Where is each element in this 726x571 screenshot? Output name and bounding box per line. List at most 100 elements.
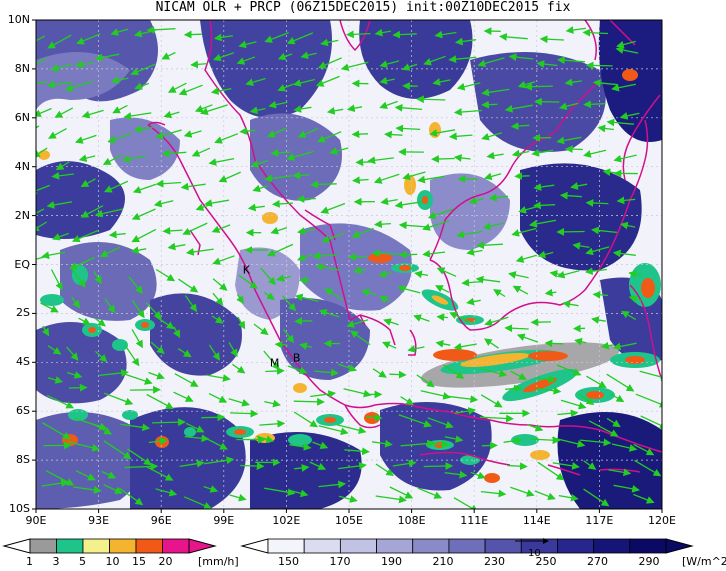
wind-vector	[36, 208, 45, 218]
wind-vector	[75, 470, 96, 481]
wind-vector	[616, 40, 636, 49]
wind-vector	[50, 269, 63, 291]
wind-vector	[488, 193, 509, 202]
wind-vector	[533, 201, 556, 210]
wind-vector	[274, 340, 288, 349]
wind-vector	[47, 34, 72, 49]
wind-vector	[172, 326, 181, 339]
wind-vector	[423, 55, 446, 66]
wind-vector	[239, 127, 256, 136]
wind-vector	[556, 227, 585, 236]
place-labels: K M B	[243, 263, 301, 369]
wind-vector	[155, 268, 176, 282]
lon-tick-label: 99E	[213, 514, 235, 527]
wind-vector	[238, 40, 257, 49]
wind-vector	[619, 112, 640, 120]
wind-vector	[124, 345, 140, 367]
wind-vector	[310, 390, 337, 398]
wind-vector	[536, 60, 558, 68]
lat-tick-label: 8S	[16, 453, 30, 467]
wind-vector	[588, 420, 619, 437]
wind-vector	[268, 100, 288, 109]
wind-vector	[565, 145, 583, 154]
lon-tick-label: 102E	[272, 514, 301, 527]
wind-vector	[468, 196, 484, 205]
wind-vector	[375, 495, 407, 504]
wind-vector	[277, 52, 293, 61]
wind-vectors	[36, 25, 662, 509]
wind-vector	[530, 436, 561, 445]
wind-vector	[309, 461, 327, 470]
lon-tick-label: 93E	[88, 514, 110, 527]
wind-vector	[470, 471, 486, 480]
wind-vector	[344, 447, 370, 456]
wind-vector	[289, 442, 312, 451]
wind-vector	[238, 274, 258, 289]
wind-vector	[76, 33, 101, 45]
wind-vector	[185, 422, 205, 433]
wind-vector	[145, 302, 162, 320]
wind-vector	[286, 32, 314, 45]
wind-vector	[355, 158, 374, 167]
wind-vector	[270, 226, 288, 235]
wind-vector	[228, 398, 250, 407]
wind-vector	[585, 61, 613, 70]
wind-vector	[534, 490, 556, 500]
lon-tick-label: 117E	[585, 514, 614, 527]
wind-vector	[318, 425, 349, 436]
wind-vector	[293, 105, 312, 113]
wind-vector	[103, 392, 134, 406]
wind-vector	[206, 374, 231, 382]
wind-vector	[484, 338, 499, 349]
wind-vector	[228, 341, 238, 358]
wind-vector	[146, 393, 174, 410]
wind-vector	[252, 184, 268, 193]
wind-vector	[213, 33, 233, 42]
wind-vector	[514, 172, 530, 180]
wind-vector	[379, 76, 395, 85]
wind-vector	[36, 57, 47, 65]
wind-vector	[163, 110, 180, 119]
wind-vector	[71, 296, 81, 309]
wind-vector	[481, 100, 498, 109]
olr-colorbar-label: 170	[329, 555, 351, 568]
wind-vector	[324, 288, 343, 301]
wind-vector	[212, 52, 235, 62]
wind-vector	[544, 339, 564, 348]
wind-vector	[41, 422, 71, 440]
wind-vector	[583, 460, 597, 470]
wind-vector	[346, 319, 369, 328]
wind-vector	[417, 175, 445, 184]
wind-vector	[314, 368, 339, 377]
wind-vector	[80, 205, 104, 218]
wind-vector	[36, 35, 46, 45]
wind-vector	[633, 493, 655, 504]
olr-colorbar-cell	[303, 538, 341, 554]
wind-vector	[479, 414, 514, 423]
wind-vector	[510, 486, 535, 497]
wind-vector	[51, 171, 74, 180]
wind-vector	[318, 309, 340, 318]
wind-vector	[340, 61, 369, 72]
wind-vector	[130, 63, 156, 76]
wind-vector	[69, 256, 95, 270]
wind-vector	[210, 87, 232, 95]
wind-vector	[615, 46, 639, 54]
wind-vector	[444, 470, 468, 479]
wind-vector	[427, 417, 454, 429]
wind-vector	[422, 249, 446, 258]
wind-vector	[634, 459, 662, 477]
wind-vector	[431, 155, 455, 163]
wind-vector	[606, 373, 635, 392]
wind-vector	[326, 107, 344, 115]
wind-vector	[610, 393, 625, 403]
wind-vector	[190, 60, 208, 69]
wind-vector	[66, 346, 79, 361]
wind-vector	[293, 397, 325, 406]
wind-vector	[184, 295, 198, 313]
wind-vector	[591, 316, 606, 324]
wind-vector	[476, 241, 503, 250]
wind-vector	[427, 208, 454, 220]
wind-vector	[633, 443, 655, 456]
lat-tick-label: 10S	[9, 502, 30, 515]
